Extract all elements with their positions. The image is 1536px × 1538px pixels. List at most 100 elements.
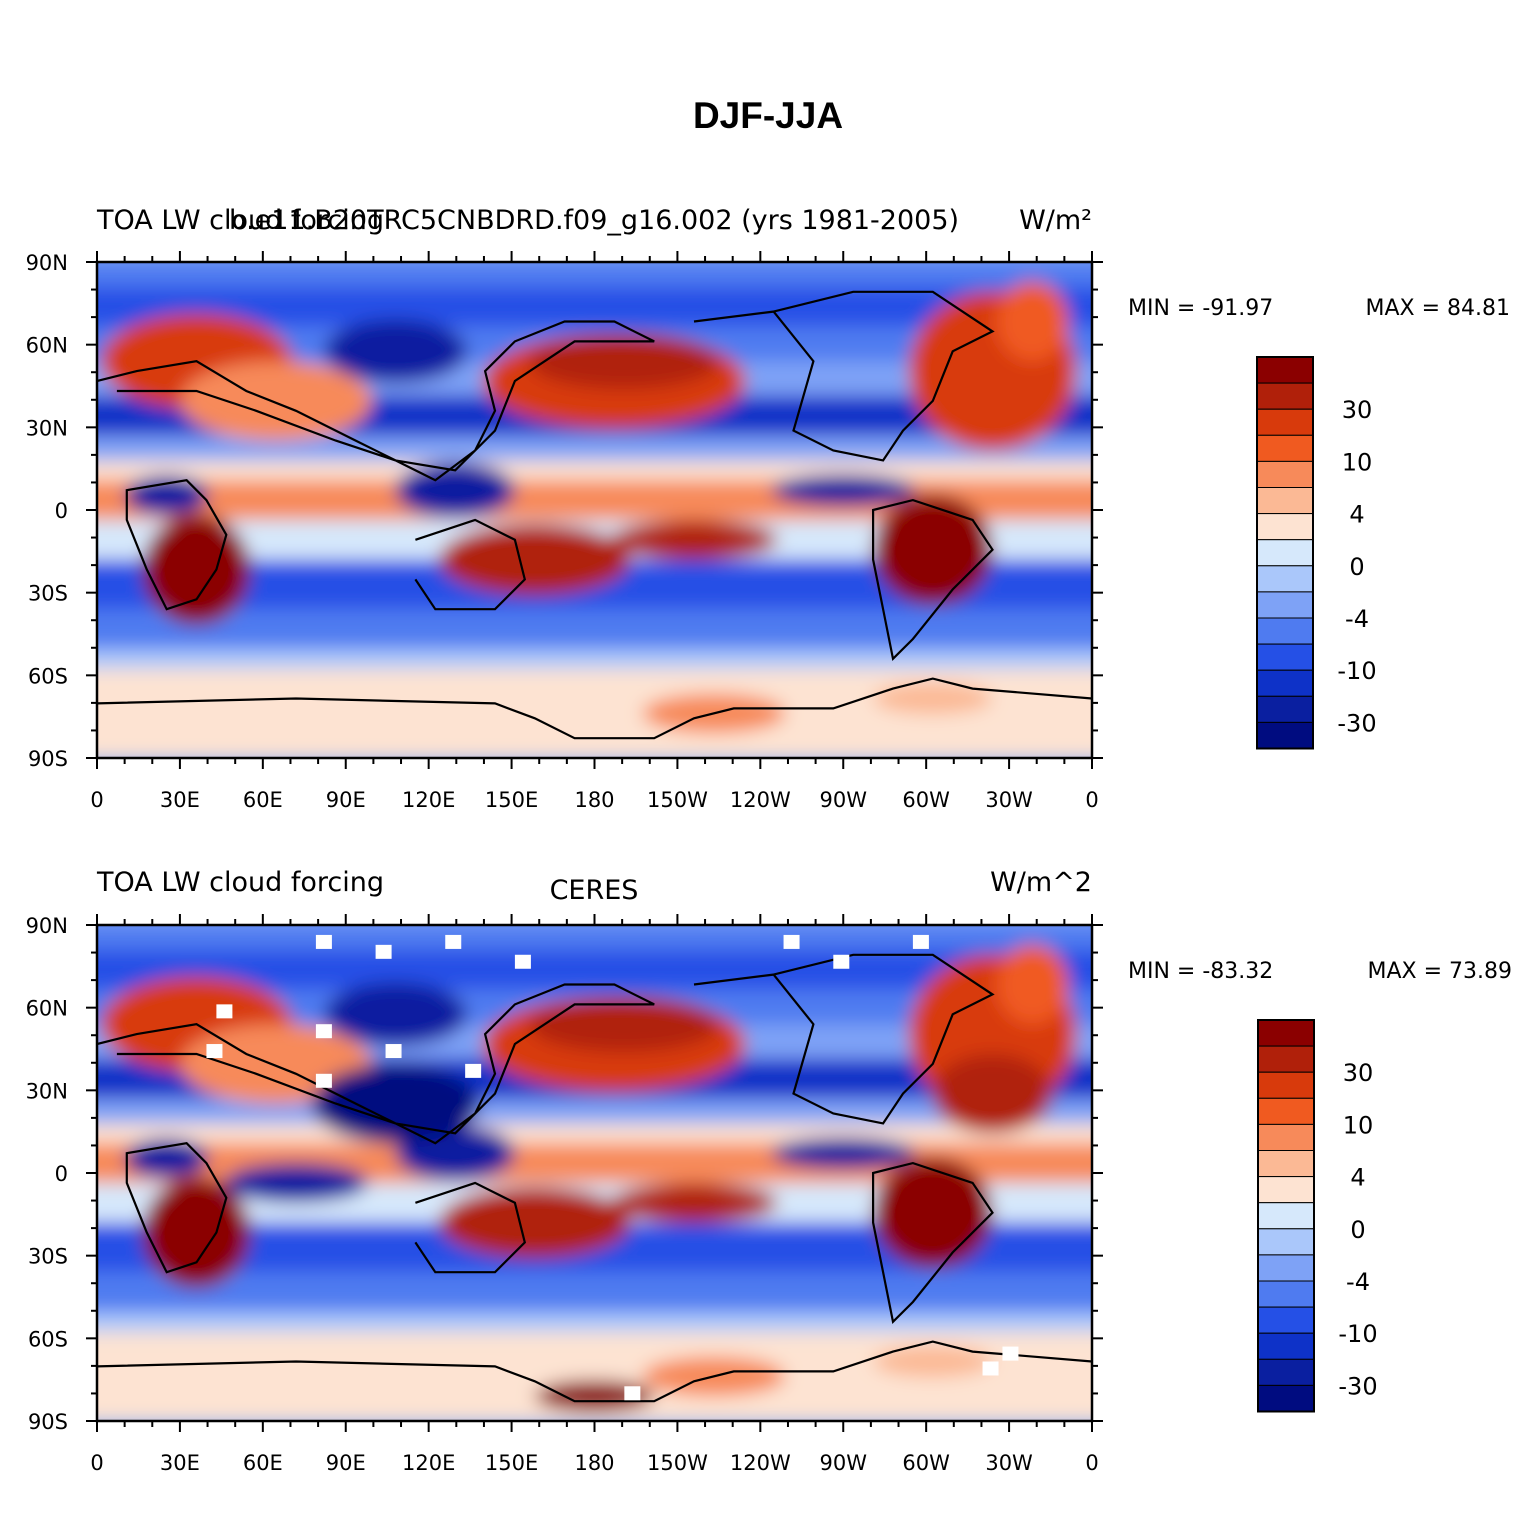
colorbar-swatch [1257, 1358, 1315, 1386]
x-tick-label: 90W [820, 1451, 868, 1475]
colorbar-swatch [1256, 565, 1314, 593]
field-patch [873, 682, 993, 715]
field-patch [610, 519, 778, 560]
field-patch [996, 944, 1069, 1025]
field-patch [439, 1186, 631, 1259]
colorbar-swatch [1257, 1202, 1315, 1230]
colorbar-swatch [1257, 1306, 1315, 1334]
field-band [97, 925, 1092, 952]
field-patch [180, 361, 372, 441]
colorbar-swatch [1256, 669, 1314, 697]
x-tick-label: 60W [902, 1451, 950, 1475]
field-patch [311, 1063, 480, 1144]
y-tick-label: 30N [26, 416, 68, 440]
field-band [97, 1123, 1092, 1146]
field-patch [439, 523, 631, 596]
field-band [97, 1311, 1092, 1334]
colorbar-swatch [1257, 1254, 1315, 1282]
field-patch [528, 996, 720, 1052]
coastline [414, 1181, 527, 1274]
x-tick-label: 0 [1085, 1451, 1098, 1475]
panel-1-center-title: b.e11.B20TRC5CNBDRD.f09_g16.002 (yrs 198… [229, 205, 959, 236]
colorbar-frame [1257, 1019, 1315, 1413]
field-patch [124, 475, 209, 515]
colorbar-frame [1256, 356, 1314, 750]
colorbar-swatch [1256, 487, 1314, 515]
field-patch [771, 1137, 915, 1170]
field-patch [224, 1163, 368, 1203]
field-patch [873, 1157, 993, 1269]
colorbar-label: 10 [1342, 448, 1373, 476]
coastline [97, 1340, 1092, 1403]
colorbar-label: 0 [1349, 553, 1364, 581]
colorbar-label: -30 [1337, 709, 1376, 737]
missing-cell [315, 1073, 332, 1088]
x-tick-label: 60E [243, 1451, 283, 1475]
y-tick-label: 30S [28, 582, 68, 606]
field-patch [323, 319, 468, 384]
colorbar-label: -30 [1338, 1372, 1377, 1400]
coastline [125, 479, 228, 611]
y-tick-label: 90S [28, 1410, 68, 1434]
colorbar-swatch [1256, 460, 1314, 488]
coastline [97, 320, 655, 482]
x-tick-label: 0 [90, 1451, 103, 1475]
figure-title: DJF-JJA [693, 95, 843, 136]
x-tick-label: 150W [647, 1451, 708, 1475]
x-tick-label: 120E [402, 1451, 455, 1475]
missing-cell [624, 1386, 641, 1401]
x-tick-label: 30W [985, 1451, 1033, 1475]
colorbar-swatch [1257, 1071, 1315, 1099]
x-tick-label: 30E [160, 788, 200, 812]
x-tick-label: 120E [402, 788, 455, 812]
coastline [693, 953, 995, 1125]
panel-2-axes: 0 30E 60E 90E 120E 150E 180 150W 120W 90W 60W 30W 09… [26, 914, 1103, 1475]
y-tick-label: 60N [26, 997, 68, 1021]
x-tick-label: 120W [730, 788, 791, 812]
x-tick-label: 60W [902, 788, 950, 812]
x-tick-label: 90E [326, 1451, 366, 1475]
field-patch [124, 1138, 209, 1178]
field-patch [873, 1345, 993, 1378]
colorbar-swatch [1256, 434, 1314, 462]
coastline [693, 290, 995, 462]
missing-cell [783, 934, 800, 949]
colorbar-label: 10 [1343, 1111, 1374, 1139]
x-tick-label: 150E [485, 1451, 538, 1475]
field-patch [996, 281, 1069, 362]
coastline [125, 1142, 228, 1274]
colorbar-swatch [1257, 1332, 1315, 1360]
field-band [97, 262, 1092, 289]
panel-1-map [97, 262, 1092, 758]
missing-cell [445, 934, 462, 949]
x-tick-label: 0 [1085, 788, 1098, 812]
panel-2-colorbar: 30 10 4 0 -4 -10 -30 [1257, 1019, 1378, 1413]
field-band [97, 648, 1092, 671]
x-tick-label: 150W [647, 788, 708, 812]
colorbar-label: -10 [1338, 1320, 1377, 1348]
colorbar-label: -4 [1345, 605, 1369, 633]
colorbar-swatch [1257, 1019, 1315, 1047]
panel-1: TOA LW cloud forcing b.e11.B20TRC5CNBDRD… [26, 205, 1510, 812]
x-tick-label: 180 [574, 788, 614, 812]
colorbar-label: -4 [1346, 1268, 1370, 1296]
colorbar-label: 4 [1349, 501, 1364, 529]
missing-cell [833, 954, 850, 969]
colorbar-swatch [1256, 721, 1314, 750]
y-tick-label: 90N [26, 914, 68, 938]
field-patch [610, 1182, 778, 1223]
y-tick-label: 60S [28, 664, 68, 688]
colorbar-swatch [1256, 408, 1314, 436]
y-tick-label: 90S [28, 747, 68, 771]
colorbar-swatch [1257, 1045, 1315, 1073]
missing-cell [375, 944, 392, 959]
colorbar-label: 30 [1342, 396, 1373, 424]
colorbar-swatch [1257, 1280, 1315, 1308]
field-patch [323, 982, 468, 1047]
y-tick-label: 60N [26, 334, 68, 358]
missing-cell [1002, 1346, 1019, 1361]
x-tick-label: 30E [160, 1451, 200, 1475]
colorbar-swatch [1257, 1123, 1315, 1152]
missing-cell [912, 934, 929, 949]
x-tick-label: 60E [243, 788, 283, 812]
